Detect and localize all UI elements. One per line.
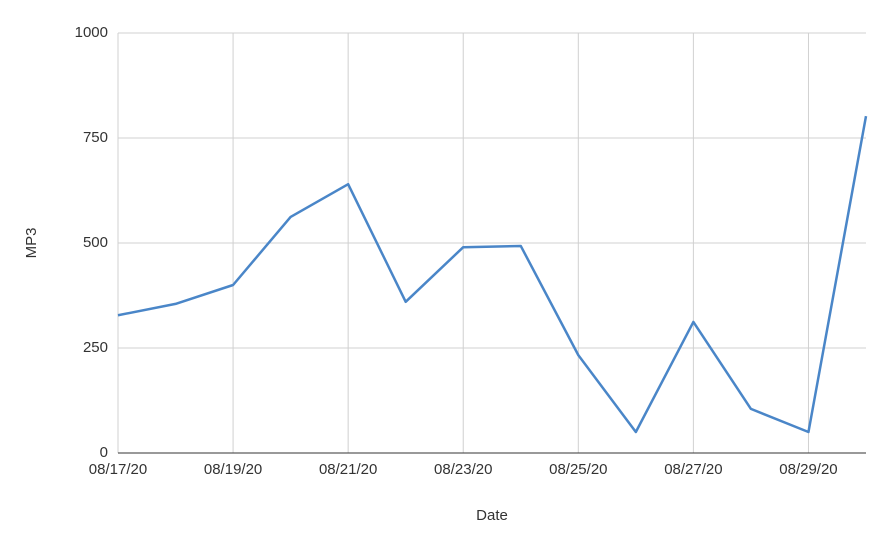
y-tick-label: 250	[83, 339, 108, 356]
x-tick-label: 08/23/20	[434, 461, 492, 478]
y-tick-label: 1000	[75, 24, 108, 41]
y-tick-label: 750	[83, 129, 108, 146]
x-tick-label: 08/25/20	[549, 461, 607, 478]
x-tick-label: 08/17/20	[89, 461, 147, 478]
x-tick-label: 08/21/20	[319, 461, 377, 478]
x-tick-label: 08/27/20	[664, 461, 722, 478]
data-line	[117, 115, 868, 434]
x-axis-label: Date	[476, 507, 508, 524]
y-axis-label: MP3	[23, 228, 40, 259]
y-tick-label: 0	[100, 444, 108, 461]
x-tick-label: 08/29/20	[779, 461, 837, 478]
y-tick-label: 500	[83, 234, 108, 251]
x-tick-label: 08/19/20	[204, 461, 262, 478]
